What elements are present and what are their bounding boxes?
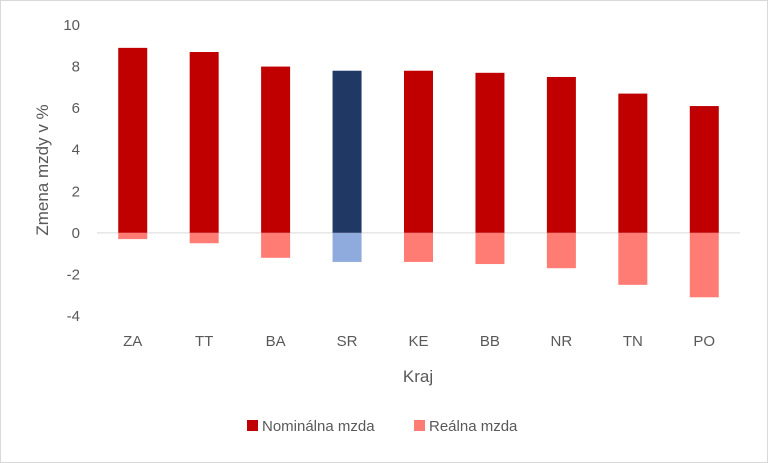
y-tick-label: 8: [72, 59, 80, 76]
bar-nominal-tn: [618, 93, 648, 233]
legend-swatch-nominal: [247, 420, 258, 431]
bar-nominal-nr: [546, 76, 576, 233]
x-axis-title: Kraj: [403, 367, 433, 386]
bars: [118, 47, 719, 298]
bar-nominal-ba: [261, 66, 291, 233]
x-tick-label: PO: [693, 333, 715, 350]
bar-real-tn: [618, 232, 648, 285]
x-tick-label: SR: [337, 333, 358, 350]
legend-label-real: Reálna mzda: [429, 418, 518, 435]
y-tick-label: 10: [63, 17, 80, 34]
bar-real-ke: [404, 232, 433, 262]
y-tick-label: 6: [72, 100, 80, 117]
y-axis-title: Zmena mzdy v %: [33, 104, 52, 235]
y-tick-label: -2: [67, 266, 80, 283]
x-tick-label: KE: [408, 333, 428, 350]
x-axis-ticks: ZA TT BA SR KE BB NR TN PO: [123, 333, 715, 350]
bar-real-bb: [475, 232, 505, 265]
bar-nominal-sr: [332, 70, 362, 233]
bar-real-za: [118, 232, 148, 240]
bar-real-nr: [546, 232, 576, 269]
y-axis-ticks: -4 -2 0 2 4 6 8 10: [63, 17, 80, 325]
bar-real-ba: [261, 232, 291, 258]
legend-label-nominal: Nominálna mzda: [262, 418, 375, 435]
legend-swatch-real: [414, 420, 425, 431]
y-tick-label: 2: [72, 183, 80, 200]
y-tick-label: 0: [72, 225, 80, 242]
bar-nominal-tt: [189, 52, 219, 233]
x-tick-label: BB: [480, 333, 500, 350]
x-tick-label: TN: [623, 333, 643, 350]
x-tick-label: ZA: [123, 333, 142, 350]
bar-real-po: [689, 232, 719, 298]
x-tick-label: TT: [195, 333, 213, 350]
bar-nominal-za: [118, 47, 148, 233]
y-tick-label: 4: [72, 142, 80, 159]
bar-real-tt: [189, 232, 219, 244]
bar-nominal-po: [689, 106, 719, 233]
bar-nominal-bb: [475, 72, 505, 233]
x-tick-label: BA: [266, 333, 286, 350]
x-tick-label: NR: [551, 333, 573, 350]
bar-nominal-ke: [404, 70, 433, 233]
legend: Nominálna mzda Reálna mzda: [247, 418, 518, 435]
bar-real-sr: [332, 232, 362, 262]
y-tick-label: -4: [67, 308, 80, 325]
